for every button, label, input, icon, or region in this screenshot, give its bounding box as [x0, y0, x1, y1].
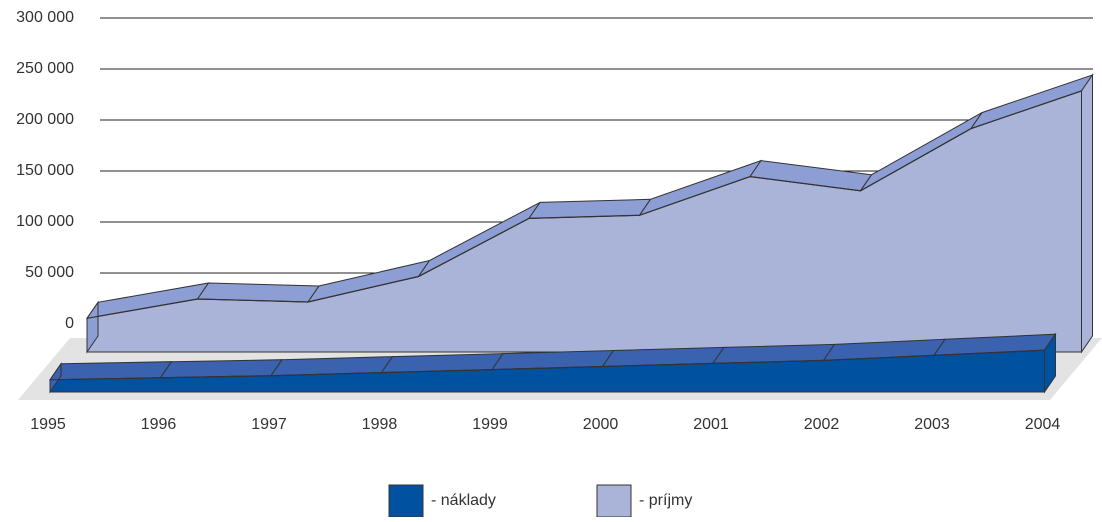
x-tick-label: 2002	[804, 416, 840, 433]
area-side	[49, 362, 62, 394]
legend-swatch	[596, 484, 632, 518]
y-tick-label: 200 000	[16, 111, 74, 128]
area-side	[86, 300, 99, 354]
x-tick-label: 2003	[914, 416, 950, 433]
y-tick-label: 250 000	[16, 60, 74, 77]
area-top	[49, 361, 173, 381]
y-tick-label: 0	[65, 315, 74, 332]
area-side	[1081, 73, 1093, 354]
y-tick-label: 100 000	[16, 213, 74, 230]
x-tick-label: 1999	[472, 416, 508, 433]
area-line	[49, 349, 1045, 381]
legend-label: - príjmy	[639, 492, 692, 509]
x-tick-label: 2001	[693, 416, 729, 433]
x-tick-label: 1998	[362, 416, 398, 433]
x-tick-label: 1996	[141, 416, 177, 433]
x-tick-label: 2000	[583, 416, 619, 433]
area-top	[159, 359, 283, 379]
legend-label: - náklady	[431, 492, 496, 509]
area-side	[1044, 332, 1056, 394]
x-tick-label: 2004	[1025, 416, 1061, 433]
y-tick-label: 50 000	[25, 264, 74, 281]
y-tick-label: 150 000	[16, 162, 74, 179]
area-face	[86, 90, 1082, 353]
x-tick-label: 1997	[251, 416, 287, 433]
area-line	[86, 90, 1082, 319]
legend-swatch	[388, 484, 424, 518]
y-tick-label: 300 000	[16, 9, 74, 26]
x-tick-label: 1995	[30, 416, 66, 433]
